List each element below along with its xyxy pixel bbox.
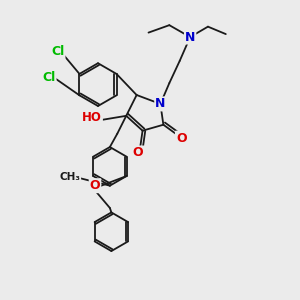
- Text: Cl: Cl: [42, 71, 56, 84]
- Text: O: O: [133, 146, 143, 160]
- Text: O: O: [90, 179, 100, 192]
- Text: O: O: [176, 132, 187, 145]
- Text: N: N: [185, 31, 195, 44]
- Text: Cl: Cl: [51, 45, 64, 58]
- Text: HO: HO: [82, 111, 102, 124]
- Text: CH₃: CH₃: [59, 172, 80, 182]
- Text: N: N: [155, 98, 166, 110]
